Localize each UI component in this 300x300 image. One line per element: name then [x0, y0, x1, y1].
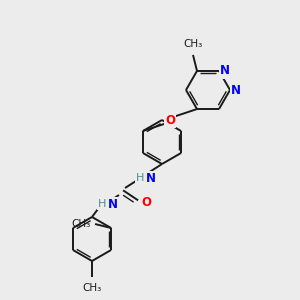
Text: CH₃: CH₃	[183, 39, 202, 49]
Text: O: O	[165, 113, 175, 127]
Text: N: N	[146, 172, 156, 184]
Text: N: N	[231, 83, 241, 97]
Text: H: H	[136, 173, 144, 183]
Text: N: N	[220, 64, 230, 77]
Text: CH₃: CH₃	[82, 283, 102, 293]
Text: O: O	[141, 196, 151, 209]
Text: N: N	[108, 197, 118, 211]
Text: H: H	[98, 199, 106, 209]
Text: CH₃: CH₃	[72, 219, 91, 229]
